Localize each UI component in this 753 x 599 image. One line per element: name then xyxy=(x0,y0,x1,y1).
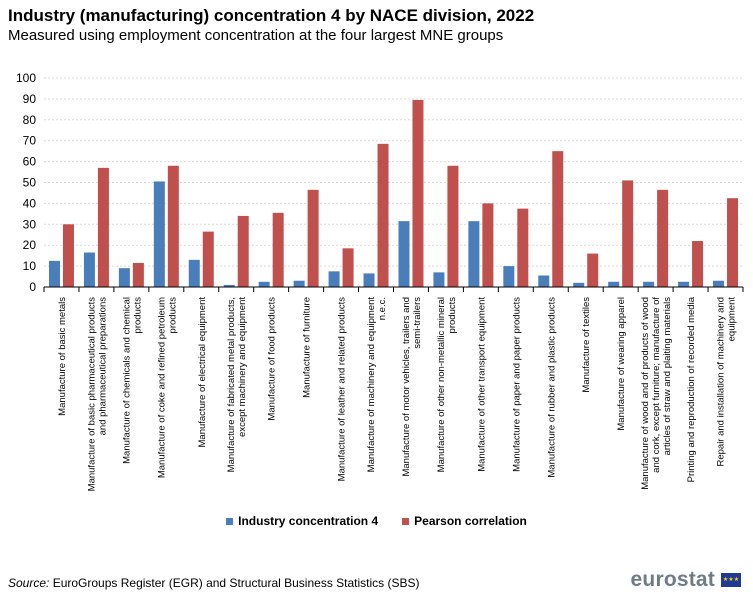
source-note: Source: EuroGroups Register (EGR) and St… xyxy=(8,576,420,590)
bar-industry-concentration xyxy=(83,252,95,287)
chart-subtitle: Measured using employment concentration … xyxy=(8,27,504,44)
bar-pearson-correlation xyxy=(167,165,179,287)
bar-pearson-correlation xyxy=(202,231,214,287)
bar-pearson-correlation xyxy=(517,208,529,287)
bar-industry-concentration xyxy=(503,266,515,287)
bar-industry-concentration xyxy=(643,281,655,287)
x-axis-labels: Manufacture of basic metals Manufacture o… xyxy=(57,296,738,491)
bar-pearson-correlation xyxy=(657,189,669,287)
x-tick-label: Manufacture of machinery and equipmentn.… xyxy=(366,297,388,473)
y-tick-label: 80 xyxy=(23,113,37,127)
x-tick-label: Manufacture of rubber and plastic produc… xyxy=(546,297,557,478)
bar-chart: 0 10 20 30 40 50 60 70 80 90 100 Manufacture of ba… xyxy=(16,71,744,491)
grid-lines xyxy=(44,77,743,267)
bar-industry-concentration xyxy=(293,280,305,287)
x-tick-label: Manufacture of wood and of products of w… xyxy=(640,297,673,490)
bar-pearson-correlation xyxy=(552,151,564,287)
y-tick-label: 60 xyxy=(23,155,37,169)
y-tick-label: 30 xyxy=(23,217,37,231)
bar-industry-concentration xyxy=(468,221,480,287)
bar-industry-concentration xyxy=(188,259,200,287)
source-text: EuroGroups Register (EGR) and Structural… xyxy=(52,576,420,590)
y-tick-label: 0 xyxy=(29,280,36,294)
bar-pearson-correlation xyxy=(272,212,284,287)
legend-label: Pearson correlation xyxy=(414,514,527,528)
legend-item-industry-concentration: Industry concentration 4 xyxy=(226,514,378,528)
y-tick-label: 70 xyxy=(23,134,37,148)
y-axis-ticks: 0 10 20 30 40 50 60 70 80 90 100 xyxy=(16,71,36,294)
bar-pearson-correlation xyxy=(132,262,144,287)
eu-flag-icon: ★★★ xyxy=(721,573,741,587)
x-axis xyxy=(43,286,744,292)
bar-pearson-correlation xyxy=(447,165,459,287)
y-tick-label: 50 xyxy=(23,176,37,190)
bar-industry-concentration xyxy=(538,275,550,287)
y-tick-label: 10 xyxy=(23,259,37,273)
y-tick-label: 90 xyxy=(23,92,37,106)
y-tick-label: 100 xyxy=(16,71,36,85)
bar-industry-concentration xyxy=(363,273,375,287)
bar-pearson-correlation xyxy=(727,198,739,287)
bar-pearson-correlation xyxy=(622,180,634,287)
bar-industry-concentration xyxy=(223,284,235,287)
x-tick-label: Manufacture of paper and paper products xyxy=(511,297,522,472)
x-tick-label: Printing and reproduction of recorded me… xyxy=(686,296,697,482)
x-tick-label: Manufacture of food products xyxy=(267,297,278,421)
x-tick-label: Manufacture of textiles xyxy=(581,297,592,393)
legend-swatch xyxy=(226,517,234,525)
x-tick-label: Manufacture of electrical equipment xyxy=(197,297,208,448)
bar-industry-concentration xyxy=(398,221,410,287)
bar-pearson-correlation xyxy=(237,215,249,287)
legend-label: Industry concentration 4 xyxy=(238,514,379,528)
legend: Industry concentration 4 Pearson correla… xyxy=(0,514,753,528)
x-tick-label: Manufacture of furniture xyxy=(302,297,313,398)
bar-pearson-correlation xyxy=(692,241,704,287)
x-tick-label: Manufacture of motor vehicles, trailers … xyxy=(401,297,423,477)
x-tick-label: Repair and installation of machinery and… xyxy=(716,297,738,467)
bar-pearson-correlation xyxy=(307,189,319,287)
bar-pearson-correlation xyxy=(482,203,494,287)
x-tick-label: Manufacture of leather and related produ… xyxy=(337,297,348,482)
bar-industry-concentration xyxy=(713,280,725,287)
eurostat-logo-text: eurostat xyxy=(630,568,715,591)
bar-industry-concentration xyxy=(258,281,270,287)
x-tick-label: Manufacture of other transport equipment xyxy=(476,297,487,472)
y-tick-label: 40 xyxy=(23,196,37,210)
x-tick-label: Manufacture of chemicals and chemicalpro… xyxy=(121,297,143,464)
bar-pearson-correlation xyxy=(587,253,599,287)
bars xyxy=(48,99,739,287)
bar-pearson-correlation xyxy=(377,143,389,287)
bar-pearson-correlation xyxy=(97,167,109,287)
bar-industry-concentration xyxy=(153,181,165,287)
y-tick-label: 20 xyxy=(23,238,37,252)
bar-industry-concentration xyxy=(678,281,690,287)
x-tick-label: Manufacture of wearing apparel xyxy=(616,297,627,431)
bar-industry-concentration xyxy=(573,282,585,287)
bar-pearson-correlation xyxy=(62,224,74,287)
eurostat-logo: eurostat ★★★ xyxy=(631,568,741,592)
chart-title: Industry (manufacturing) concentration 4… xyxy=(8,6,535,25)
bar-industry-concentration xyxy=(118,268,130,287)
bar-industry-concentration xyxy=(608,281,620,287)
source-label: Source: xyxy=(8,576,50,590)
bar-pearson-correlation xyxy=(412,99,424,287)
bar-industry-concentration xyxy=(48,260,60,287)
x-tick-label: Manufacture of coke and refined petroleu… xyxy=(156,297,178,478)
legend-swatch xyxy=(402,517,410,525)
x-tick-label: Manufacture of other non-metallic minera… xyxy=(436,297,458,473)
bar-industry-concentration xyxy=(433,272,445,287)
x-tick-label: Manufacture of basic metals xyxy=(57,297,68,416)
bar-industry-concentration xyxy=(328,271,340,287)
legend-item-pearson-correlation: Pearson correlation xyxy=(402,514,527,528)
x-tick-label: Manufacture of fabricated metal products… xyxy=(226,297,248,473)
x-tick-label: Manufacture of basic pharmaceutical prod… xyxy=(86,297,108,492)
bar-pearson-correlation xyxy=(342,248,354,287)
